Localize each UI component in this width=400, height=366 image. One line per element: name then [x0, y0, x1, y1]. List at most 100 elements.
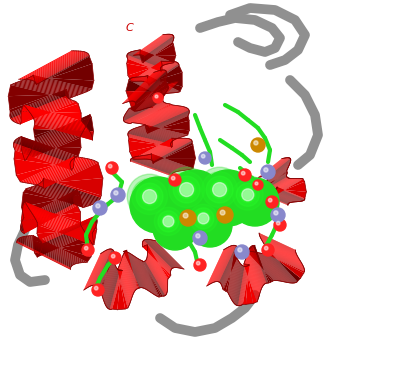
- Polygon shape: [124, 96, 164, 116]
- Polygon shape: [232, 261, 239, 302]
- Polygon shape: [100, 255, 114, 294]
- Polygon shape: [144, 61, 174, 82]
- Polygon shape: [150, 240, 180, 268]
- Circle shape: [114, 191, 118, 195]
- Polygon shape: [144, 83, 170, 109]
- Polygon shape: [107, 269, 118, 308]
- Polygon shape: [267, 161, 291, 180]
- Polygon shape: [139, 85, 165, 111]
- Polygon shape: [269, 179, 295, 194]
- Polygon shape: [125, 102, 165, 122]
- Polygon shape: [112, 270, 122, 310]
- Polygon shape: [136, 61, 167, 81]
- Polygon shape: [139, 34, 169, 55]
- Circle shape: [201, 154, 205, 158]
- Polygon shape: [262, 239, 298, 257]
- Polygon shape: [129, 104, 169, 123]
- Polygon shape: [30, 127, 86, 153]
- Polygon shape: [276, 182, 306, 193]
- Polygon shape: [21, 194, 75, 224]
- Polygon shape: [268, 253, 304, 270]
- Polygon shape: [28, 206, 84, 231]
- Polygon shape: [264, 168, 288, 187]
- Polygon shape: [108, 270, 119, 309]
- Polygon shape: [127, 55, 161, 68]
- Polygon shape: [142, 244, 171, 273]
- Polygon shape: [247, 251, 275, 280]
- Polygon shape: [228, 253, 235, 293]
- Polygon shape: [152, 82, 178, 107]
- Polygon shape: [22, 237, 77, 264]
- Polygon shape: [97, 251, 114, 288]
- Polygon shape: [137, 258, 154, 295]
- Polygon shape: [146, 260, 166, 295]
- Circle shape: [215, 185, 224, 194]
- Polygon shape: [135, 157, 177, 172]
- Polygon shape: [139, 50, 173, 63]
- Polygon shape: [142, 84, 168, 109]
- Polygon shape: [125, 71, 157, 102]
- Polygon shape: [94, 249, 112, 285]
- Polygon shape: [142, 261, 161, 297]
- Polygon shape: [37, 223, 94, 245]
- Circle shape: [180, 210, 196, 226]
- Polygon shape: [266, 179, 293, 194]
- Polygon shape: [130, 130, 174, 141]
- Polygon shape: [137, 34, 167, 55]
- Polygon shape: [262, 191, 290, 203]
- Polygon shape: [13, 98, 70, 122]
- Polygon shape: [142, 76, 175, 93]
- Polygon shape: [130, 253, 148, 290]
- Polygon shape: [216, 245, 233, 281]
- Circle shape: [182, 185, 191, 194]
- Polygon shape: [19, 101, 76, 124]
- Polygon shape: [140, 44, 176, 62]
- Circle shape: [93, 201, 107, 215]
- Polygon shape: [138, 77, 172, 93]
- Circle shape: [213, 183, 226, 197]
- Polygon shape: [32, 213, 88, 238]
- Polygon shape: [148, 110, 189, 128]
- Circle shape: [92, 284, 104, 296]
- Circle shape: [261, 165, 275, 179]
- Polygon shape: [130, 253, 147, 290]
- Polygon shape: [21, 105, 82, 121]
- Polygon shape: [133, 61, 164, 81]
- Polygon shape: [23, 205, 77, 234]
- Polygon shape: [96, 250, 113, 286]
- Polygon shape: [149, 82, 175, 108]
- Polygon shape: [124, 252, 135, 291]
- Polygon shape: [131, 78, 164, 94]
- Polygon shape: [270, 178, 297, 194]
- Polygon shape: [131, 70, 163, 101]
- Polygon shape: [143, 76, 176, 93]
- Circle shape: [202, 172, 238, 208]
- Polygon shape: [147, 82, 173, 108]
- Polygon shape: [149, 112, 189, 130]
- Polygon shape: [232, 261, 239, 301]
- Polygon shape: [236, 266, 243, 305]
- Polygon shape: [144, 37, 174, 58]
- Polygon shape: [142, 245, 171, 274]
- Polygon shape: [272, 190, 300, 201]
- Polygon shape: [230, 257, 237, 297]
- Polygon shape: [268, 190, 297, 202]
- Polygon shape: [149, 64, 179, 85]
- Polygon shape: [34, 159, 90, 185]
- Polygon shape: [120, 262, 131, 301]
- Polygon shape: [267, 161, 291, 180]
- Polygon shape: [127, 59, 162, 72]
- Polygon shape: [128, 71, 160, 102]
- Polygon shape: [26, 134, 82, 160]
- Polygon shape: [149, 138, 188, 160]
- Polygon shape: [149, 82, 175, 108]
- Polygon shape: [266, 246, 302, 264]
- Text: C: C: [126, 23, 134, 33]
- Polygon shape: [208, 249, 226, 285]
- Circle shape: [111, 188, 125, 202]
- Circle shape: [196, 234, 200, 238]
- Polygon shape: [119, 265, 130, 305]
- Polygon shape: [152, 240, 181, 268]
- Polygon shape: [30, 187, 88, 206]
- Polygon shape: [29, 77, 89, 91]
